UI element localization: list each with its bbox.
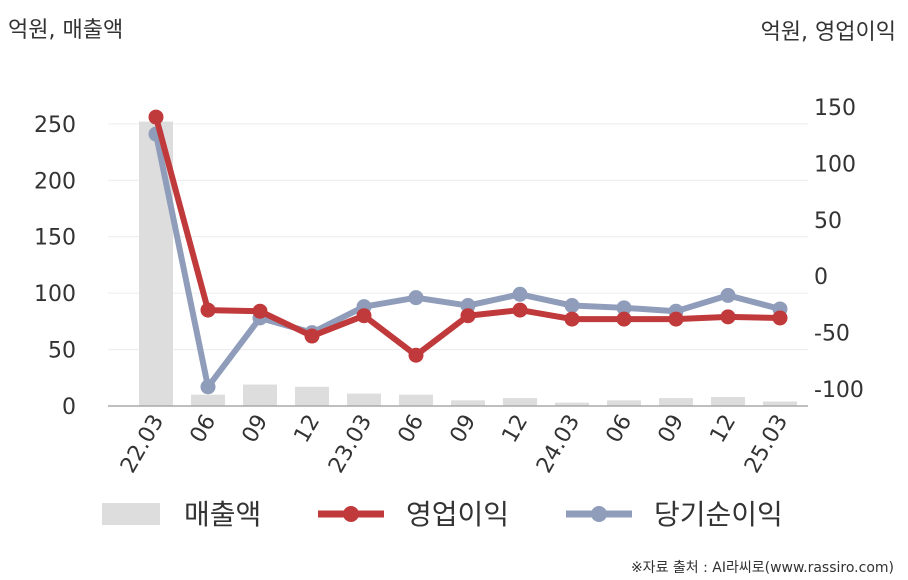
bar bbox=[607, 400, 641, 406]
x-tick-label: 12 bbox=[290, 411, 326, 448]
bar bbox=[243, 384, 277, 406]
legend-label: 매출액 bbox=[184, 498, 261, 531]
series-point bbox=[460, 308, 476, 324]
right-tick-label: 50 bbox=[814, 209, 842, 234]
series-point bbox=[564, 298, 580, 314]
bar-layer bbox=[139, 121, 797, 406]
left-axis-title: 억원, 매출액 bbox=[8, 18, 123, 43]
left-tick-label: 200 bbox=[34, 169, 76, 194]
series-point bbox=[252, 303, 268, 319]
bar bbox=[295, 386, 329, 406]
bar bbox=[399, 394, 433, 406]
series-point bbox=[512, 286, 528, 302]
series-point bbox=[616, 300, 632, 316]
series-point bbox=[668, 311, 684, 327]
series-line bbox=[153, 131, 783, 390]
x-tick-label: 24.03 bbox=[532, 411, 585, 478]
left-tick-label: 150 bbox=[34, 226, 76, 251]
right-tick-label: -50 bbox=[814, 322, 850, 347]
x-tick-label: 12 bbox=[498, 411, 534, 448]
series-point bbox=[720, 309, 736, 325]
legend-swatch bbox=[102, 503, 160, 525]
legend-label: 당기순이익 bbox=[654, 498, 783, 531]
grid-layer bbox=[108, 123, 808, 351]
bar bbox=[451, 400, 485, 406]
series-point bbox=[408, 347, 424, 363]
series-point bbox=[200, 379, 216, 395]
legend-marker bbox=[343, 506, 359, 522]
x-tick-label: 09 bbox=[654, 411, 690, 448]
right-tick-label: 100 bbox=[814, 152, 856, 177]
right-tick-label: 0 bbox=[814, 265, 828, 290]
x-tick-label: 25.03 bbox=[740, 411, 793, 478]
x-tick-label: 09 bbox=[238, 411, 274, 448]
bar bbox=[659, 398, 693, 406]
left-tick-label: 50 bbox=[48, 339, 76, 364]
legend-marker bbox=[591, 506, 607, 522]
x-tick-label: 06 bbox=[394, 411, 430, 448]
right-axis-title: 억원, 영업이익 bbox=[761, 20, 896, 45]
line-layer bbox=[148, 109, 788, 395]
series-point bbox=[720, 287, 736, 303]
series-point bbox=[408, 290, 424, 306]
legend-label: 영업이익 bbox=[406, 498, 509, 531]
left-tick-label: 100 bbox=[34, 282, 76, 307]
bar bbox=[503, 398, 537, 406]
bar bbox=[555, 402, 589, 406]
x-tick-label: 12 bbox=[706, 411, 742, 448]
bar bbox=[347, 393, 381, 406]
series-point bbox=[304, 328, 320, 344]
series-point bbox=[564, 311, 580, 327]
legend: 매출액 영업이익 당기순이익 bbox=[102, 498, 783, 531]
x-tick-label: 06 bbox=[602, 411, 638, 448]
series-point bbox=[200, 302, 216, 318]
series-point bbox=[512, 302, 528, 318]
right-tick-label: -100 bbox=[814, 378, 864, 403]
x-tick-label: 09 bbox=[446, 411, 482, 448]
source-text: ※자료 출처 : AI라씨로(www.rassiro.com) bbox=[631, 560, 894, 576]
x-tick-label: 06 bbox=[186, 411, 222, 448]
left-tick-label: 250 bbox=[34, 113, 76, 138]
bar bbox=[191, 394, 225, 406]
series-point bbox=[772, 310, 788, 326]
right-tick-label: 150 bbox=[814, 96, 856, 121]
series-point bbox=[148, 109, 164, 125]
series-point bbox=[616, 311, 632, 327]
series-point bbox=[356, 308, 372, 324]
bar bbox=[763, 401, 797, 406]
x-tick-label: 23.03 bbox=[324, 411, 377, 478]
bar bbox=[711, 396, 745, 406]
x-tick-label: 22.03 bbox=[116, 411, 169, 478]
left-tick-label: 0 bbox=[62, 395, 76, 420]
